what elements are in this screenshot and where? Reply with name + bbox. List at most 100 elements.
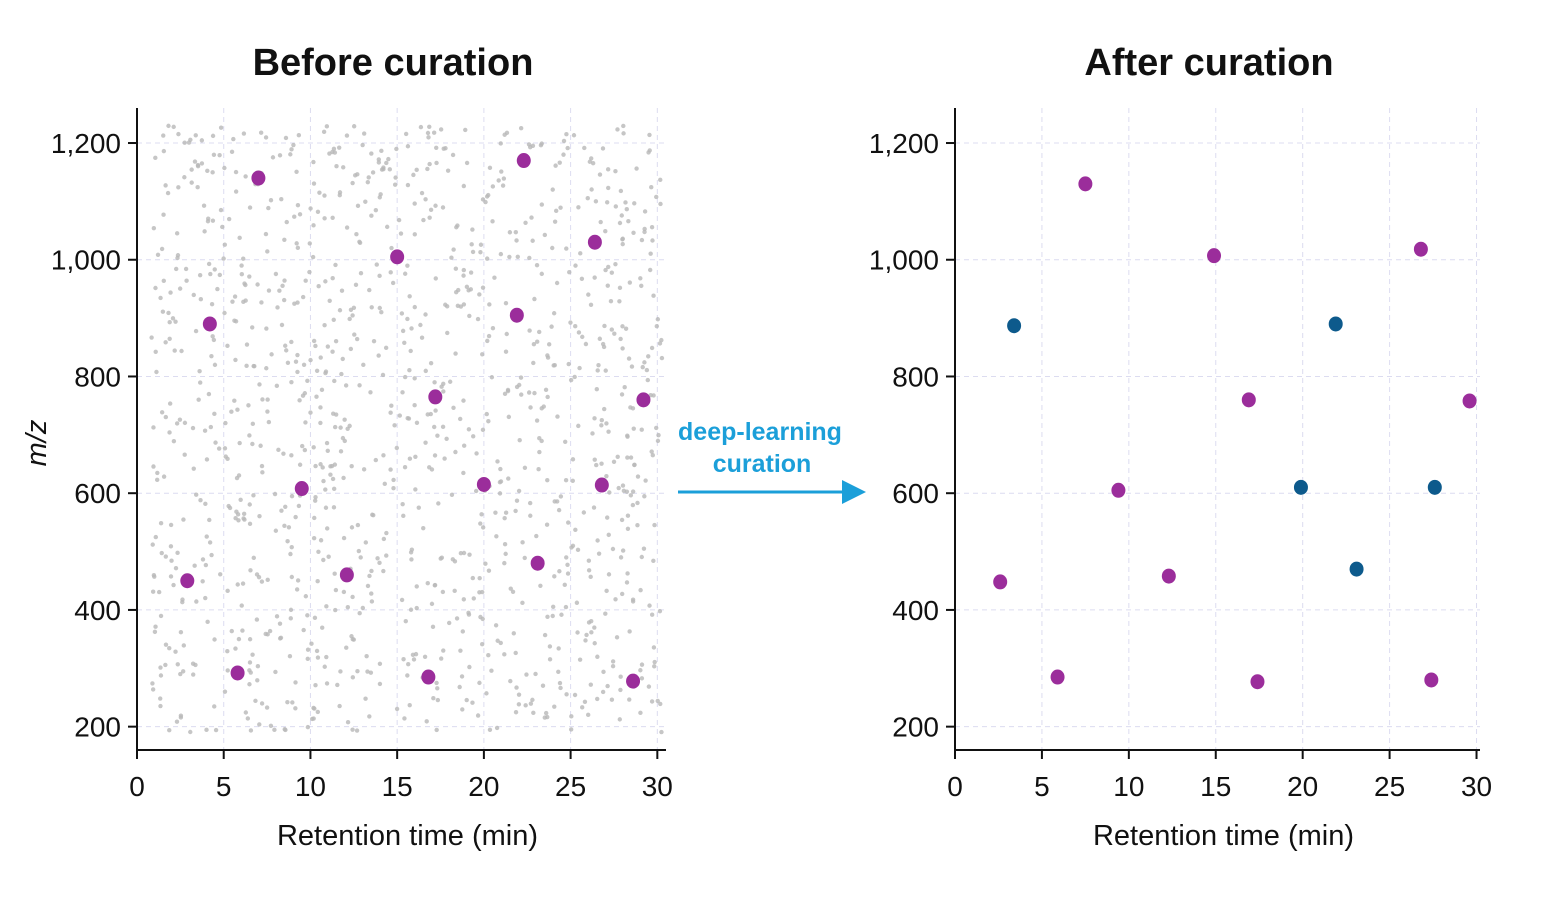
noise-point [605,283,610,288]
y-axis-title: m/z [21,419,53,466]
noise-point [619,591,625,597]
noise-point [281,451,286,456]
noise-point [152,629,158,635]
noise-point [432,380,437,385]
noise-point [158,703,163,709]
noise-point [558,685,563,691]
noise-point [585,712,591,718]
noise-point [257,722,262,727]
noise-point [612,331,617,336]
data-point [1424,672,1439,688]
noise-point [603,368,608,373]
noise-point [153,155,158,161]
noise-point [213,440,218,445]
noise-point [150,542,155,547]
noise-point [553,163,558,168]
noise-point [573,527,578,533]
noise-point [445,330,450,336]
noise-point [323,505,329,510]
noise-point [432,583,437,588]
noise-point [368,670,374,675]
noise-point [209,301,215,307]
noise-point [374,262,379,267]
noise-point [341,475,346,481]
noise-point [376,353,381,358]
noise-point [412,403,417,408]
data-point [1349,561,1364,577]
noise-point [308,357,313,363]
noise-point [330,275,335,281]
noise-point [523,703,528,708]
noise-point [477,292,482,297]
noise-point [245,716,251,721]
noise-point [604,421,609,426]
noise-point [510,589,516,595]
noise-point [414,605,419,611]
noise-point [308,206,313,211]
noise-point [550,245,555,251]
noise-point [583,638,588,643]
noise-point [477,575,482,581]
noise-point [392,423,397,428]
noise-point [338,669,343,674]
noise-point [558,494,564,499]
noise-point [628,493,634,498]
noise-point [535,339,540,344]
noise-point [189,180,194,185]
noise-point [158,665,163,670]
noise-point [370,512,375,517]
noise-point [559,612,564,617]
noise-point [243,710,249,715]
noise-point [361,131,367,136]
noise-point [363,199,368,204]
y-tick-label: 600 [892,478,939,509]
noise-point [161,212,166,217]
series-0-after [993,176,1477,690]
noise-point [310,254,316,260]
noise-point [314,368,320,373]
noise-point [369,213,374,218]
noise-point [539,438,544,444]
noise-point [565,145,570,151]
noise-point [324,440,330,446]
noise-point [250,421,256,427]
noise-point [572,374,577,380]
noise-point [311,445,316,450]
noise-point [237,440,242,446]
noise-point [402,374,408,380]
noise-point [333,262,338,268]
noise-point [242,281,247,286]
noise-point [458,304,464,309]
noise-point [528,405,533,410]
noise-point [651,293,656,298]
noise-point [592,641,597,646]
noise-point [531,342,537,347]
noise-point [232,398,237,403]
noise-point [552,219,558,224]
noise-point [354,231,359,237]
noise-point [318,538,324,543]
noise-point [580,334,585,340]
noise-point [337,703,342,709]
noise-point [355,668,360,674]
noise-point [478,242,484,247]
noise-point [537,449,542,455]
noise-point [283,504,288,510]
noise-point [656,432,661,438]
noise-point [423,368,428,374]
series-0-before [180,153,651,689]
noise-point [259,300,264,305]
noise-point [202,229,207,234]
noise-point [516,692,522,697]
noise-point [309,641,314,646]
noise-point [337,190,343,195]
noise-point [250,652,255,657]
curation-arrow-label-line-2: curation [713,450,812,478]
noise-point [405,263,410,268]
noise-point [150,681,155,686]
noise-point [601,344,607,350]
noise-point [649,345,655,351]
noise-point [154,477,160,483]
noise-point [394,445,400,451]
noise-point [161,278,166,284]
